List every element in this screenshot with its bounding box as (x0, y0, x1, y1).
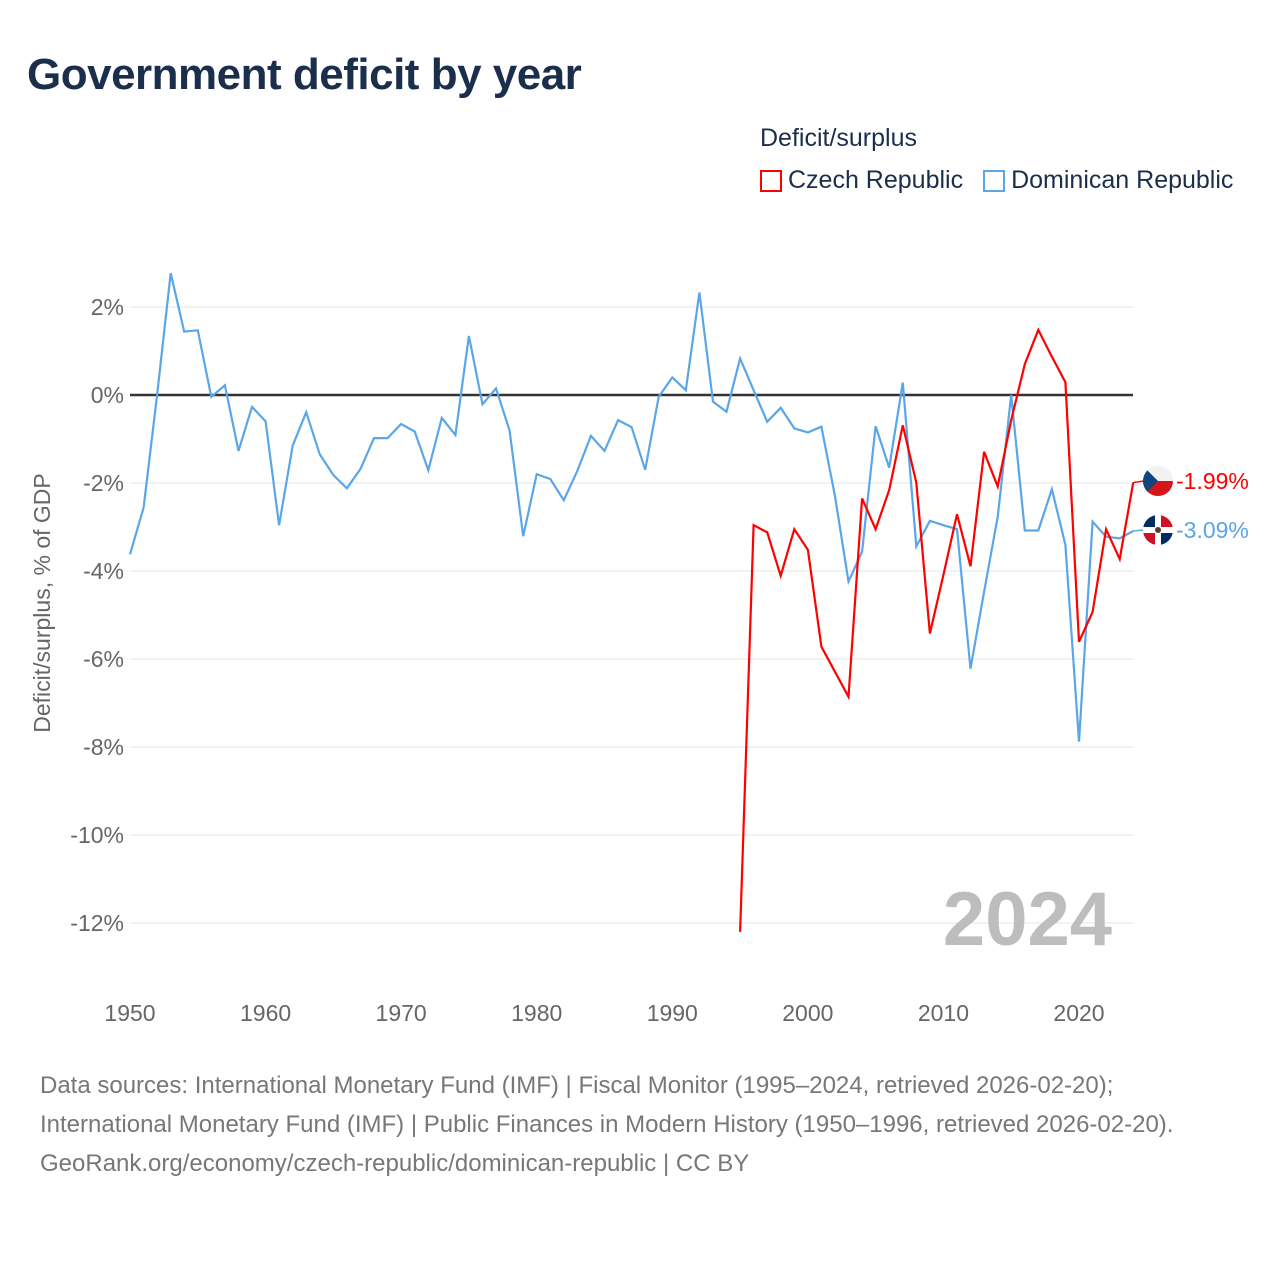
dominican-flag-icon (1143, 515, 1173, 545)
label-connector (1133, 480, 1145, 484)
y-tick-label: -12% (70, 910, 124, 936)
x-tick-label: 1990 (647, 1000, 698, 1026)
x-tick-label: 1950 (104, 1000, 155, 1026)
end-value-label: -1.99% (1176, 468, 1249, 494)
y-axis-label: Deficit/surplus, % of GDP (29, 473, 55, 732)
y-tick-label: -2% (83, 470, 124, 496)
legend-label: Czech Republic (788, 166, 964, 194)
legend-title: Deficit/surplus (760, 124, 917, 152)
series-line-czech-republic (739, 327, 1135, 932)
x-tick-label: 1970 (376, 1000, 427, 1026)
label-connector (1133, 529, 1145, 532)
data-sources: Data sources: International Monetary Fun… (40, 1072, 1174, 1138)
y-tick-label: -10% (70, 822, 124, 848)
end-value-label: -3.09% (1176, 517, 1249, 543)
legend-label: Dominican Republic (1011, 166, 1234, 194)
legend-item-czech-republic[interactable]: Czech Republic (760, 166, 963, 195)
x-tick-label: 2000 (782, 1000, 833, 1026)
year-watermark: 2024 (943, 877, 1112, 962)
y-tick-label: 2% (91, 294, 124, 320)
x-tick-label: 2010 (918, 1000, 969, 1026)
legend-swatch (760, 169, 782, 192)
legend-item-dominican-republic[interactable]: Dominican Republic (983, 166, 1233, 195)
czech-flag-icon (1143, 466, 1173, 496)
legend-swatch (983, 169, 1006, 192)
series-line-dominican-republic (128, 272, 1134, 742)
chart: 2% 0% -2% -4% -6% -8% -10% -12% 1950 1960 1970 1980… (29, 272, 1249, 1026)
x-tick-label: 1980 (511, 1000, 562, 1026)
credit-link[interactable]: GeoRank.org/economy/czech-republic/domin… (40, 1150, 750, 1177)
y-tick-label: -6% (83, 646, 124, 672)
y-tick-label: -8% (83, 734, 124, 760)
legend: Czech Republic Dominican Republic (760, 166, 1233, 195)
y-tick-label: 0% (91, 382, 124, 408)
page-title: Government deficit by year (27, 50, 582, 99)
y-tick-label: -4% (83, 558, 124, 584)
x-tick-label: 2020 (1053, 1000, 1104, 1026)
footer: Data sources: International Monetary Fun… (40, 1066, 1240, 1183)
x-tick-label: 1960 (240, 1000, 291, 1026)
